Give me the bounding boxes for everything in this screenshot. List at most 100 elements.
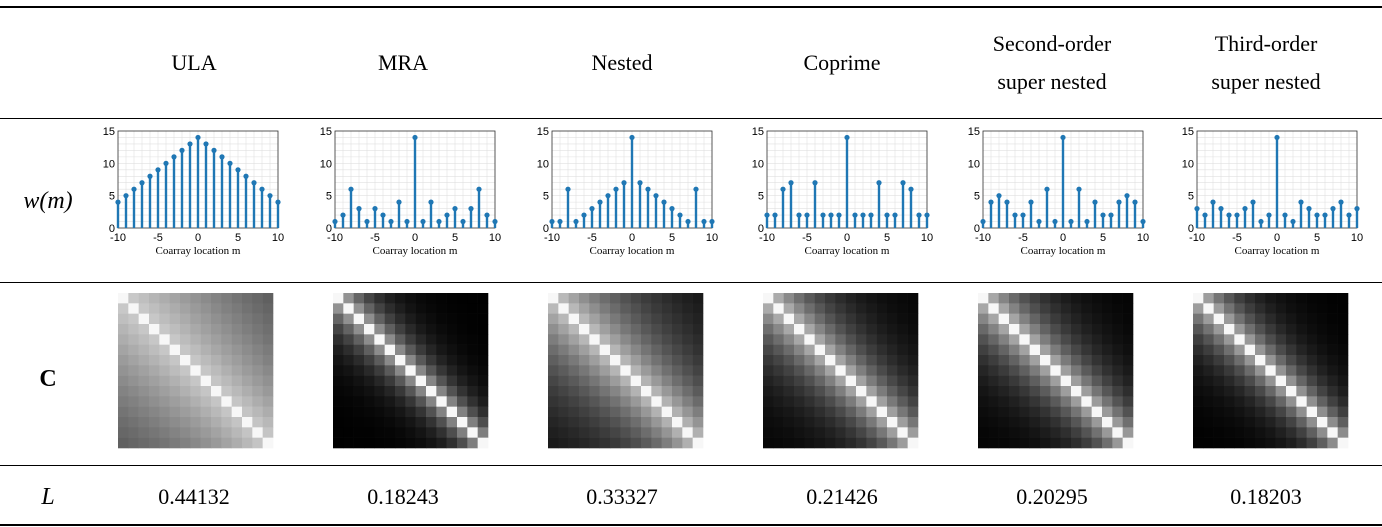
heatmap-cell: [1009, 396, 1020, 407]
y-tick-label: 0: [326, 223, 332, 235]
heatmap-cell: [548, 396, 559, 407]
heatmap-cell: [1071, 293, 1082, 304]
heatmap-cell: [252, 437, 263, 449]
heatmap-cell: [221, 417, 232, 428]
heatmap-cell: [610, 375, 621, 387]
heatmap-cell: [333, 324, 344, 335]
heatmap-cell: [242, 334, 253, 345]
heatmap-cell: [415, 365, 427, 376]
heatmap-cell: [814, 334, 826, 345]
heatmap-cell: [763, 417, 774, 428]
heatmap-cell: [692, 324, 704, 335]
heatmap-cell: [763, 334, 774, 345]
heatmap-cell: [692, 417, 704, 428]
heatmap-cell: [610, 417, 621, 428]
heatmap-cell: [998, 355, 1010, 366]
heatmap-cell: [118, 313, 129, 325]
heatmap-cell: [384, 386, 396, 397]
heatmap-cell: [477, 324, 489, 335]
heatmap-cell: [1029, 324, 1041, 335]
heatmap-cell: [149, 386, 160, 397]
heatmap-cell: [415, 417, 427, 428]
heatmap-cell: [814, 396, 826, 407]
heatmap-cell: [138, 396, 150, 407]
heatmap-cell: [1296, 365, 1307, 376]
heatmap-cell: [364, 427, 375, 438]
heatmap-cell: [415, 427, 427, 438]
heatmap-cell: [252, 334, 263, 345]
heatmap-cell: [1060, 375, 1072, 387]
heatmap-cell: [1040, 396, 1051, 407]
heatmap-cell: [231, 313, 243, 325]
heatmap-cell: [231, 334, 243, 345]
heatmap-cell: [252, 293, 263, 304]
heatmap-cell: [1317, 375, 1328, 387]
heatmap-cell: [231, 417, 243, 428]
heatmap-cell: [825, 375, 836, 387]
stem-marker: [1226, 212, 1232, 218]
heatmap-cell: [353, 406, 365, 418]
heatmap-cell: [1112, 417, 1123, 428]
heatmap-cell: [1091, 334, 1103, 345]
heatmap-cell: [436, 344, 447, 356]
y-tick-label: 10: [537, 158, 549, 170]
heatmap-cell: [804, 334, 815, 345]
heatmap-cell: [446, 406, 458, 418]
x-tick-label: 0: [195, 232, 201, 244]
heatmap-cell: [661, 355, 673, 366]
heatmap-cell: [876, 303, 888, 314]
heatmap-cell: [548, 437, 559, 449]
heatmap-cell: [405, 427, 416, 438]
heatmap-cell: [866, 303, 877, 314]
heatmap-cell: [457, 427, 468, 438]
heatmap-cell: [1244, 375, 1256, 387]
heatmap-cell: [1306, 344, 1318, 356]
heatmap-cell: [845, 313, 857, 325]
heatmap-cell: [1213, 293, 1225, 304]
heatmap-cell: [1029, 417, 1041, 428]
heatmap-cell: [343, 324, 354, 335]
heatmap-cell: [1081, 437, 1092, 449]
heatmap-cell: [978, 375, 989, 387]
heatmap-cell: [138, 313, 150, 325]
heatmap-cell: [1337, 417, 1349, 428]
heatmap-cell: [1286, 313, 1297, 325]
heatmap-cell: [1203, 375, 1214, 387]
stem-marker: [621, 180, 627, 186]
heatmap-cell: [149, 396, 160, 407]
heatmap-cell: [661, 334, 673, 345]
heatmap-cell: [353, 303, 365, 314]
stem-marker: [275, 199, 281, 205]
heatmap-cell: [1050, 365, 1061, 376]
heatmap-cell: [1265, 334, 1276, 345]
heatmap-cell: [436, 365, 447, 376]
heatmap-cell: [641, 303, 652, 314]
heatmap-cell: [1029, 375, 1041, 387]
heatmap-cell: [548, 375, 559, 387]
heatmap-cell: [1112, 324, 1123, 335]
heatmap-cell: [568, 386, 580, 397]
heatmap-cell: [467, 365, 478, 376]
x-tick-label: 5: [1100, 232, 1106, 244]
heatmap-cell: [242, 417, 253, 428]
stem-marker: [1140, 218, 1146, 225]
heatmap-cell: [876, 396, 888, 407]
heatmap-cell: [1234, 344, 1245, 356]
heatmap-cell: [814, 427, 826, 438]
heatmap-cell: [128, 355, 139, 366]
heatmap-cell: [1029, 344, 1041, 356]
heatmap-cell: [467, 386, 478, 397]
heatmap-cell: [415, 355, 427, 366]
heatmap-cell: [415, 437, 427, 449]
heatmap-cell: [568, 313, 580, 325]
heatmap-cell: [856, 313, 867, 325]
stem-marker: [332, 218, 338, 225]
heatmap-cell: [446, 437, 458, 449]
heatmap-cell: [1203, 406, 1214, 418]
heatmap-cell: [374, 344, 385, 356]
heatmap-cell: [118, 427, 129, 438]
heatmap-cell: [856, 375, 867, 387]
heatmap-cell: [579, 427, 590, 438]
heatmap-cell: [384, 396, 396, 407]
heatmap-cell: [1029, 355, 1041, 366]
